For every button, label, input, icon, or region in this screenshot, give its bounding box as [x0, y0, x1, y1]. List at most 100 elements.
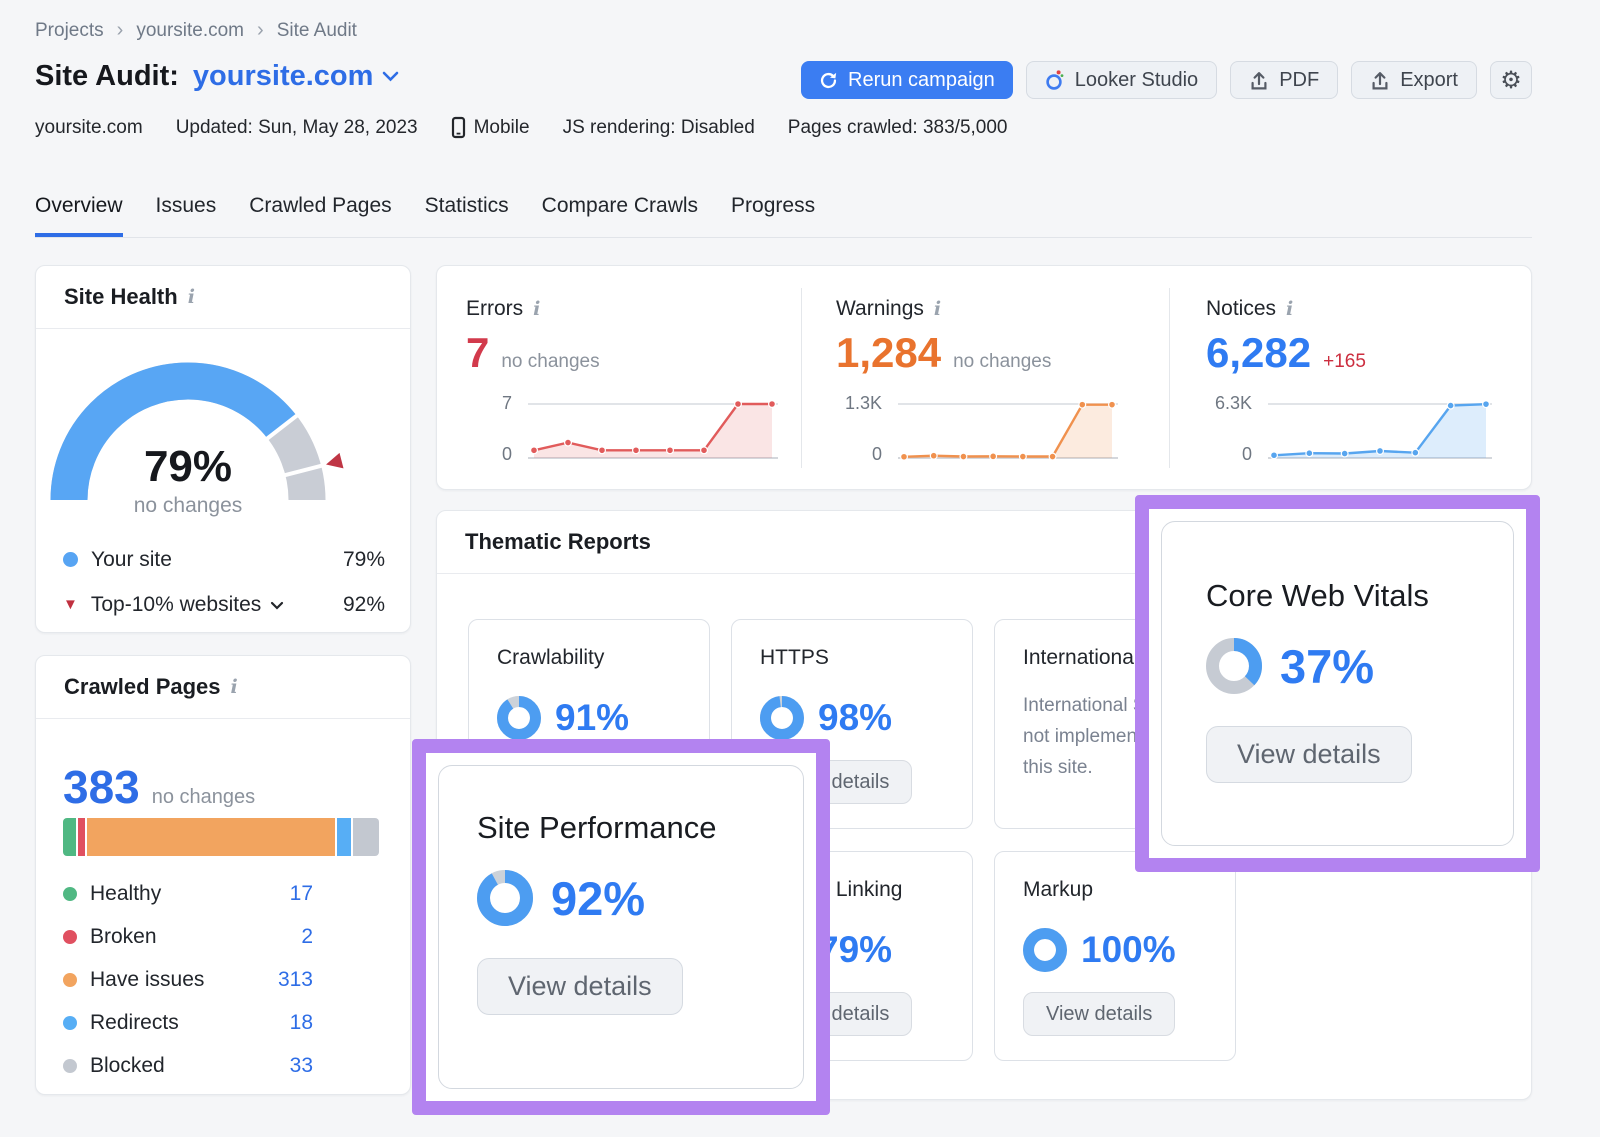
pdf-button[interactable]: PDF	[1230, 61, 1339, 99]
tab-overview[interactable]: Overview	[35, 194, 123, 237]
y-axis-max-label: 6.3K	[1214, 393, 1252, 413]
site-health-legend: Your site 79% ▼ Top-10% websites 92%	[63, 537, 385, 627]
legend-top10-websites[interactable]: ▼ Top-10% websites 92%	[63, 592, 385, 616]
healthy-count-link[interactable]: 17	[289, 881, 313, 905]
warnings-sparkline	[898, 388, 1118, 466]
info-icon[interactable]: i	[1286, 298, 1294, 320]
legend-blocked: Blocked 33	[63, 1044, 313, 1087]
crawled-pages-legend: Healthy 17 Broken 2 Have issues 313 Redi…	[63, 872, 313, 1087]
errors-section: Errors i 7 no changes 7 0	[466, 266, 796, 491]
site-health-gauge	[50, 345, 344, 505]
upload-icon	[1251, 71, 1267, 89]
page-title-row: Site Audit: yoursite.com	[35, 60, 399, 93]
tab-statistics[interactable]: Statistics	[424, 194, 509, 217]
core-web-vitals-highlight: Core Web Vitals 37% View details	[1135, 495, 1540, 872]
meta-updated: Updated: Sun, May 28, 2023	[175, 116, 418, 138]
gear-icon: ⚙	[1500, 66, 1522, 94]
info-icon[interactable]: i	[533, 298, 541, 320]
info-icon[interactable]: i	[187, 286, 195, 308]
issues-summary-card: Errors i 7 no changes 7 0 Warnings i 1,284…	[436, 265, 1532, 490]
looker-studio-icon	[1046, 70, 1064, 90]
warnings-delta: no changes	[953, 351, 1052, 372]
y-axis-max-label: 7	[501, 393, 512, 413]
https-title: HTTPS	[760, 646, 829, 669]
site-health-score: 79% no changes	[133, 442, 243, 517]
site-health-title: Site Health	[64, 284, 178, 309]
thematic-reports-title: Thematic Reports	[465, 529, 651, 554]
errors-delta: no changes	[501, 351, 600, 372]
green-dot-icon	[63, 886, 77, 901]
markup-title: Markup	[1023, 878, 1094, 901]
core-web-vitals-percent: 37%	[1280, 639, 1375, 693]
notices-count: 6,282	[1206, 329, 1312, 376]
meta-pages-crawled: Pages crawled: 383/5,000	[787, 116, 1008, 138]
page-title: Site Audit:	[35, 60, 179, 92]
tab-progress[interactable]: Progress	[731, 194, 816, 217]
chevron-right-icon: ›	[116, 19, 124, 41]
core-web-vitals-card: Core Web Vitals 37% View details	[1161, 521, 1514, 846]
core-web-vitals-title: Core Web Vitals	[1206, 578, 1429, 613]
campaign-meta: yoursite.com Updated: Sun, May 28, 2023 …	[35, 116, 1008, 139]
tab-issues[interactable]: Issues	[155, 194, 217, 217]
site-performance-title: Site Performance	[477, 810, 717, 845]
crawled-pages-stacked-bar	[63, 818, 380, 856]
blocked-count-link[interactable]: 33	[289, 1053, 313, 1077]
meta-device: Mobile	[451, 116, 530, 139]
broken-count-link[interactable]: 2	[301, 924, 313, 948]
crawlability-donut	[497, 696, 541, 740]
settings-button[interactable]: ⚙	[1490, 61, 1532, 99]
legend-have-issues: Have issues 313	[63, 958, 313, 1001]
core-web-vitals-view-details-button[interactable]: View details	[1206, 726, 1412, 783]
crawled-pages-card: Crawled Pages i	[35, 655, 411, 1095]
legend-broken: Broken 2	[63, 915, 313, 958]
header-actions: Rerun campaign Looker Studio PDF Export …	[801, 61, 1532, 99]
markup-percent: 100%	[1081, 929, 1176, 970]
y-axis-min-label: 0	[1241, 444, 1252, 464]
crawlability-percent: 91%	[555, 697, 630, 738]
meta-js-rendering: JS rendering: Disabled	[562, 116, 755, 138]
redirects-count-link[interactable]: 18	[289, 1010, 313, 1034]
crawlability-title: Crawlability	[497, 646, 605, 669]
errors-title: Errors i	[466, 297, 541, 320]
breadcrumb-project[interactable]: yoursite.com	[136, 20, 245, 41]
markup-view-details-button[interactable]: View details	[1023, 992, 1176, 1036]
upload-icon	[1372, 71, 1388, 89]
thematic-reports-header: Thematic Reports	[437, 511, 1531, 574]
site-performance-percent: 92%	[551, 871, 646, 925]
site-performance-view-details-button[interactable]: View details	[477, 958, 683, 1015]
markup-donut	[1023, 928, 1067, 972]
tab-compare-crawls[interactable]: Compare Crawls	[541, 194, 699, 217]
site-performance-highlight: Site Performance 92% View details	[412, 739, 830, 1115]
info-icon[interactable]: i	[230, 676, 238, 698]
breadcrumb: Projects › yoursite.com › Site Audit	[35, 20, 357, 42]
chevron-down-icon	[271, 601, 284, 610]
looker-studio-button[interactable]: Looker Studio	[1025, 61, 1218, 99]
chevron-right-icon: ›	[257, 19, 264, 41]
notices-section: Notices i 6,282 +165 6.3K 0	[1206, 266, 1526, 491]
mobile-icon	[451, 116, 465, 139]
crawled-pages-total: 383 no changes	[63, 761, 256, 813]
legend-redirects: Redirects 18	[63, 1001, 313, 1044]
blue-dot-icon	[63, 552, 78, 567]
chevron-down-icon	[383, 71, 399, 82]
errors-sparkline	[528, 388, 778, 466]
https-percent: 98%	[818, 697, 893, 738]
warnings-count: 1,284	[836, 329, 942, 376]
have-issues-count-link[interactable]: 313	[277, 967, 313, 991]
markup-card: Markup 100% View details	[994, 851, 1236, 1061]
export-button[interactable]: Export	[1351, 61, 1477, 99]
y-axis-min-label: 0	[871, 444, 882, 464]
info-icon[interactable]: i	[933, 298, 942, 320]
y-axis-max-label: 1.3K	[844, 393, 882, 413]
rerun-campaign-button[interactable]: Rerun campaign	[801, 61, 1013, 99]
core-web-vitals-donut	[1206, 638, 1262, 694]
breadcrumb-current: Site Audit	[276, 20, 357, 41]
gray-dot-icon	[63, 1058, 77, 1073]
blue-dot-icon	[63, 1015, 77, 1030]
project-selector[interactable]: yoursite.com	[193, 60, 400, 93]
breadcrumb-projects[interactable]: Projects	[35, 20, 104, 41]
tab-crawled-pages[interactable]: Crawled Pages	[249, 194, 392, 217]
warnings-section: Warnings i 1,284 no changes 1.3K 0	[836, 266, 1166, 491]
divider	[1169, 288, 1170, 468]
orange-dot-icon	[63, 972, 77, 987]
